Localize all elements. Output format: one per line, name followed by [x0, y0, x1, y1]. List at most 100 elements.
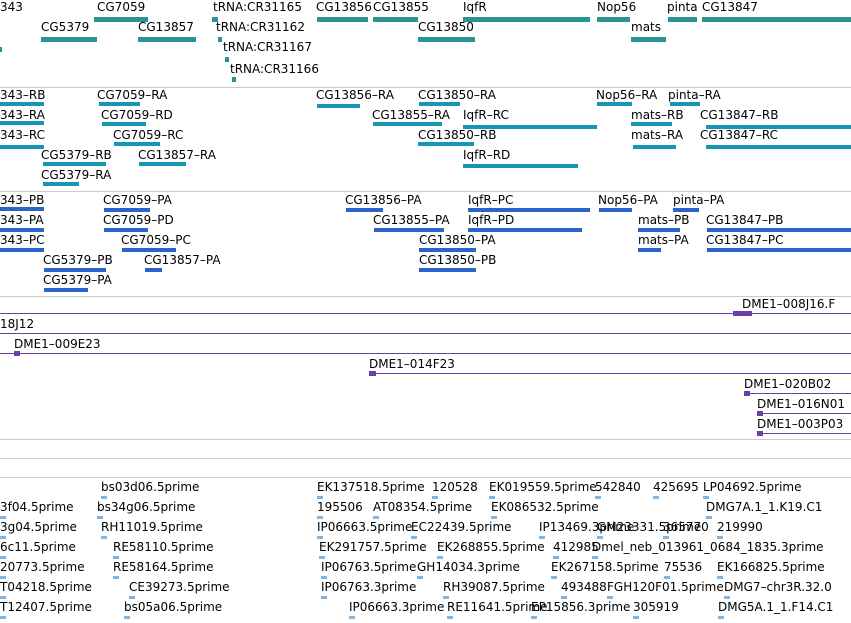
feature-glyph-bs03d06-5prime[interactable] — [101, 496, 107, 499]
feature-glyph-t12407-5prime[interactable] — [0, 616, 6, 619]
feature-glyph-cg7059[interactable] — [94, 17, 148, 22]
feature-glyph-343-pc[interactable] — [0, 248, 44, 252]
feature-glyph-20773-5prime[interactable] — [0, 576, 6, 579]
feature-glyph-cg7059-ra[interactable] — [99, 102, 140, 106]
feature-glyph-cg5379-pb[interactable] — [44, 268, 106, 272]
feature-glyph-fgh120f01-5prime[interactable] — [607, 596, 613, 599]
feature-glyph-dmg7-chr3r-32-0[interactable] — [724, 596, 730, 599]
feature-glyph-re11641-5prime[interactable] — [447, 616, 453, 619]
feature-glyph-ce39273-5prime[interactable] — [129, 596, 135, 599]
feature-glyph-ek086532-5prime[interactable] — [491, 516, 497, 519]
feature-glyph-ek166825-5prime[interactable] — [717, 576, 723, 579]
feature-glyph-trna-cr31166[interactable] — [232, 77, 236, 82]
feature-glyph-ip06663-3prime[interactable] — [349, 616, 355, 619]
feature-glyph-cg13847-rb[interactable] — [706, 125, 851, 129]
feature-glyph-cg13856-ra[interactable] — [317, 104, 360, 108]
feature-glyph-ek291757-5prime[interactable] — [319, 556, 325, 559]
feature-glyph-pinta-ra[interactable] — [670, 102, 700, 106]
feature-glyph-425695[interactable] — [653, 496, 659, 499]
feature-glyph-343-pb[interactable] — [0, 207, 44, 211]
feature-glyph-dme1-009e23[interactable] — [14, 351, 20, 356]
feature-glyph-365770[interactable] — [663, 536, 669, 539]
feature-glyph-cg7059-rd[interactable] — [102, 122, 146, 126]
feature-glyph-cg5379[interactable] — [41, 37, 97, 42]
feature-glyph-nop56-pa[interactable] — [599, 208, 632, 212]
feature-glyph-mats-pb[interactable] — [638, 228, 680, 232]
feature-glyph-ek267158-5prime[interactable] — [551, 576, 557, 579]
feature-glyph-dme1-003p03[interactable] — [757, 433, 851, 434]
feature-glyph-cg13855-pa[interactable] — [374, 228, 444, 232]
feature-glyph-dme1-014f23[interactable] — [369, 373, 851, 374]
feature-glyph-cg13850-pa[interactable] — [419, 248, 476, 252]
feature-glyph-dme1-020b02[interactable] — [744, 391, 750, 396]
feature-glyph-trna-cr31165[interactable] — [212, 17, 218, 22]
feature-glyph-cg13856-pa[interactable] — [346, 208, 383, 212]
feature-glyph-dmg5a-1-1-f14-c1[interactable] — [718, 616, 724, 619]
feature-glyph-412985[interactable] — [553, 556, 559, 559]
feature-glyph-bs05a06-5prime[interactable] — [124, 616, 130, 619]
feature-glyph-pinta[interactable] — [668, 17, 697, 22]
feature-glyph-cg7059-rc[interactable] — [114, 142, 160, 146]
feature-glyph-3f04-5prime[interactable] — [0, 516, 6, 519]
feature-glyph-gh14034-3prime[interactable] — [417, 576, 423, 579]
feature-glyph-pinta-pa[interactable] — [673, 208, 699, 212]
feature-glyph-dme1-009e23[interactable] — [0, 353, 851, 354]
feature-glyph-iqfr-pc[interactable] — [468, 208, 590, 212]
feature-glyph-3g04-5prime[interactable] — [0, 536, 6, 539]
feature-glyph-cg13847-rc[interactable] — [706, 145, 851, 149]
feature-glyph-cg13850[interactable] — [418, 37, 475, 42]
feature-glyph-t04218-5prime[interactable] — [0, 596, 6, 599]
feature-glyph-iqfr[interactable] — [463, 17, 590, 22]
feature-glyph-at08354-5prime[interactable] — [373, 516, 379, 519]
feature-glyph-cg13847-pc[interactable] — [707, 248, 851, 252]
feature-glyph-dmel-neb-013961-0684-1835-3prime[interactable] — [592, 556, 598, 559]
feature-glyph-rh11019-5prime[interactable] — [101, 536, 107, 539]
feature-glyph-iqfr-rd[interactable] — [463, 164, 578, 168]
feature-glyph-lp04692-5prime[interactable] — [703, 496, 709, 499]
feature-glyph-ek019559-5prime[interactable] — [489, 496, 495, 499]
feature-glyph-re58110-5prime[interactable] — [113, 556, 119, 559]
feature-glyph-trna-cr31162[interactable] — [218, 37, 222, 42]
feature-glyph-cg5379-pa[interactable] — [44, 288, 88, 292]
feature-glyph-ek268855-5prime[interactable] — [437, 556, 443, 559]
feature-glyph-cg13856[interactable] — [317, 17, 368, 22]
feature-glyph-493488[interactable] — [561, 596, 567, 599]
feature-glyph-542840[interactable] — [595, 496, 601, 499]
feature-glyph-cg13855[interactable] — [373, 17, 418, 22]
feature-glyph-343-ra[interactable] — [0, 121, 44, 125]
feature-glyph-cg7059-pa[interactable] — [104, 208, 150, 212]
feature-glyph-cg13850-rb[interactable] — [418, 142, 474, 146]
feature-glyph-iqfr-rc[interactable] — [463, 125, 597, 129]
feature-glyph-dme1-008j16-f[interactable] — [0, 313, 851, 314]
feature-glyph-cg13850-pb[interactable] — [419, 268, 476, 272]
feature-glyph-cg13850-ra[interactable] — [419, 102, 460, 106]
feature-glyph-bs34g06-5prime[interactable] — [97, 516, 103, 519]
feature-glyph-rh39087-5prime[interactable] — [443, 596, 449, 599]
feature-glyph-343-rc[interactable] — [0, 145, 44, 149]
feature-glyph-cg13847-pb[interactable] — [707, 228, 851, 232]
feature-glyph-cg13855-ra[interactable] — [373, 122, 442, 126]
feature-glyph-nop56-ra[interactable] — [597, 102, 632, 106]
feature-glyph-mats[interactable] — [631, 37, 666, 42]
feature-glyph-cg5379-ra[interactable] — [43, 182, 79, 186]
feature-glyph-ip06763-3prime[interactable] — [321, 596, 327, 599]
feature-glyph-ek137518-5prime[interactable] — [317, 496, 323, 499]
feature-glyph-cg13857-pa[interactable] — [145, 268, 162, 272]
feature-glyph-75536[interactable] — [664, 576, 670, 579]
feature-glyph-343-pa[interactable] — [0, 228, 44, 232]
feature-glyph-cg13847[interactable] — [702, 17, 851, 22]
feature-glyph-dmg7a-1-1-k19-c1[interactable] — [706, 516, 712, 519]
feature-glyph-gm23331-5prime[interactable] — [597, 536, 603, 539]
feature-glyph-mats-ra[interactable] — [633, 145, 676, 149]
feature-glyph-re58164-5prime[interactable] — [113, 576, 119, 579]
feature-glyph-mats-pa[interactable] — [638, 248, 661, 252]
feature-glyph-120528[interactable] — [432, 496, 438, 499]
feature-glyph-ip06763-5prime[interactable] — [321, 576, 327, 579]
feature-glyph-dme1-016n01[interactable] — [757, 413, 851, 414]
feature-glyph-nop56[interactable] — [597, 17, 630, 22]
feature-glyph-mats-rb[interactable] — [631, 122, 672, 126]
feature-glyph-dme1-008j16-f[interactable] — [733, 311, 752, 316]
feature-glyph-dme1-020b02[interactable] — [744, 393, 851, 394]
feature-glyph-18j12[interactable] — [0, 333, 851, 334]
